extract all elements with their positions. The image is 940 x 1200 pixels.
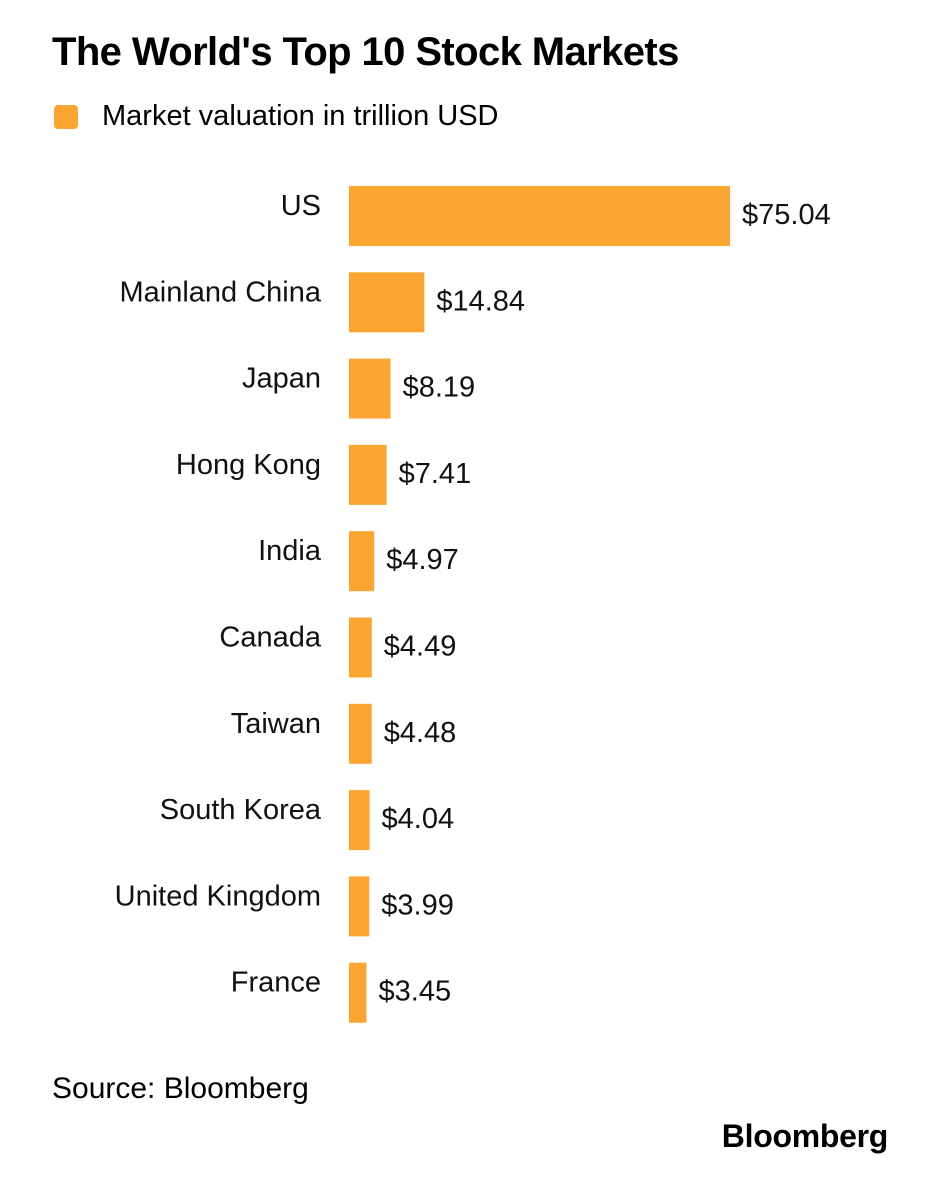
category-label: India	[258, 535, 322, 567]
bar	[349, 962, 367, 1023]
data-label: $4.04	[382, 803, 455, 835]
bar	[349, 186, 730, 246]
category-label: US	[281, 190, 321, 222]
data-label: $8.19	[403, 372, 476, 404]
data-label: $14.84	[436, 285, 525, 317]
category-label: South Korea	[160, 794, 322, 826]
bar	[349, 358, 391, 419]
legend: Market valuation in trillion USD	[54, 100, 498, 133]
category-label: Taiwan	[231, 708, 321, 740]
legend-swatch	[54, 104, 78, 129]
category-label: France	[231, 967, 321, 999]
chart-title: The World's Top 10 Stock Markets	[52, 30, 679, 74]
source-note: Source: Bloomberg	[52, 1072, 309, 1105]
bar	[349, 790, 370, 851]
data-label: $4.97	[386, 544, 459, 576]
category-label: United Kingdom	[115, 880, 321, 912]
bloomberg-logo: Bloomberg	[721, 1118, 889, 1154]
bar	[349, 531, 375, 592]
bar	[349, 617, 372, 678]
bar	[349, 703, 372, 764]
data-label: $75.04	[742, 199, 831, 231]
data-label: $4.49	[384, 631, 457, 663]
category-label: Hong Kong	[176, 449, 321, 481]
data-label: $3.99	[381, 889, 454, 921]
legend-label: Market valuation in trillion USD	[102, 100, 499, 132]
category-label: Canada	[219, 622, 321, 654]
data-label: $7.41	[399, 458, 472, 490]
data-label: $3.45	[379, 976, 452, 1008]
data-label: $4.48	[384, 717, 457, 749]
bar-chart: US $75.04 Mainland China $14.84 Japan $8.19 Ho…	[115, 186, 831, 1023]
bar	[349, 444, 387, 505]
category-label: Japan	[242, 363, 321, 395]
bar	[349, 876, 370, 937]
category-label: Mainland China	[119, 276, 321, 308]
bar	[349, 272, 425, 333]
